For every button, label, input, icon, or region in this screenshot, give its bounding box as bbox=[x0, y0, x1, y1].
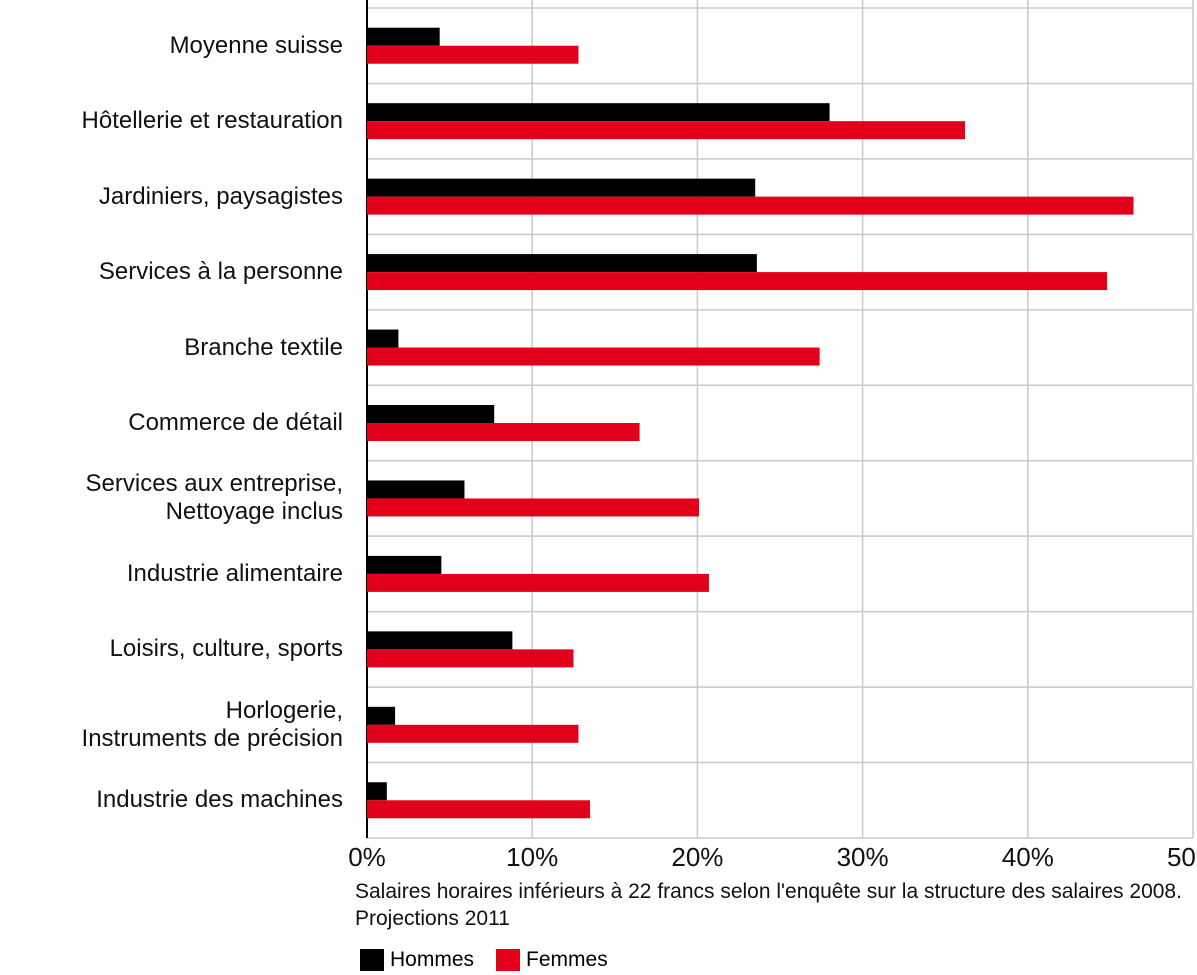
bar bbox=[367, 272, 1108, 291]
bar bbox=[367, 498, 700, 517]
bar bbox=[367, 706, 396, 725]
legend-item: Femmes bbox=[496, 948, 608, 972]
bar bbox=[367, 782, 387, 801]
bar bbox=[367, 573, 709, 592]
legend-label: Hommes bbox=[390, 948, 475, 971]
x-tick-label: 50% bbox=[1166, 842, 1197, 872]
bar bbox=[367, 423, 640, 441]
legend-swatch bbox=[360, 949, 384, 971]
y-tick-label: Industrie des machines bbox=[96, 786, 343, 814]
bar bbox=[367, 724, 579, 743]
bar bbox=[367, 480, 465, 499]
y-tick-label: Commerce de détail bbox=[128, 409, 343, 436]
y-tick-label: Hôtellerie et restauration bbox=[81, 107, 343, 135]
x-tick-label: 0% bbox=[348, 842, 386, 872]
legend-item: Hommes bbox=[360, 948, 474, 972]
y-tick-label: Branche textile bbox=[184, 333, 343, 361]
bar bbox=[367, 45, 579, 64]
note: Salaires horaires inférieurs à 22 francs… bbox=[355, 880, 1182, 930]
y-tick-label: Services aux entreprise, Nettoyage inclu… bbox=[85, 470, 343, 526]
bar bbox=[367, 178, 756, 197]
x-tick-label: 20% bbox=[671, 842, 724, 872]
bar bbox=[367, 254, 757, 273]
bar bbox=[367, 103, 830, 122]
legend-swatch bbox=[496, 949, 521, 971]
bar bbox=[367, 329, 399, 348]
bar bbox=[367, 649, 574, 668]
bar bbox=[367, 555, 442, 574]
y-tick-label: Services à la personne bbox=[98, 258, 343, 286]
x-tick-label: 30% bbox=[836, 842, 889, 872]
y-tick-label: Horlogerie, Instruments de précision bbox=[81, 696, 343, 752]
bar bbox=[367, 27, 440, 46]
bar bbox=[367, 196, 1134, 215]
y-tick-label: Loisirs, culture, sports bbox=[109, 635, 343, 663]
x-tick-label: 10% bbox=[506, 842, 559, 872]
bar bbox=[367, 405, 495, 423]
bar bbox=[367, 347, 820, 366]
y-tick-label: Moyenne suisse bbox=[169, 31, 343, 59]
y-tick-label: Jardiniers, paysagistes bbox=[98, 182, 343, 210]
x-tick-label: 40% bbox=[1001, 842, 1054, 872]
bar bbox=[367, 800, 591, 819]
legend: Hommes Femmes bbox=[360, 948, 608, 972]
bar bbox=[367, 121, 966, 140]
bar bbox=[367, 631, 513, 650]
legend-label: Femmes bbox=[526, 948, 608, 971]
y-tick-label: Industrie alimentaire bbox=[126, 559, 343, 587]
